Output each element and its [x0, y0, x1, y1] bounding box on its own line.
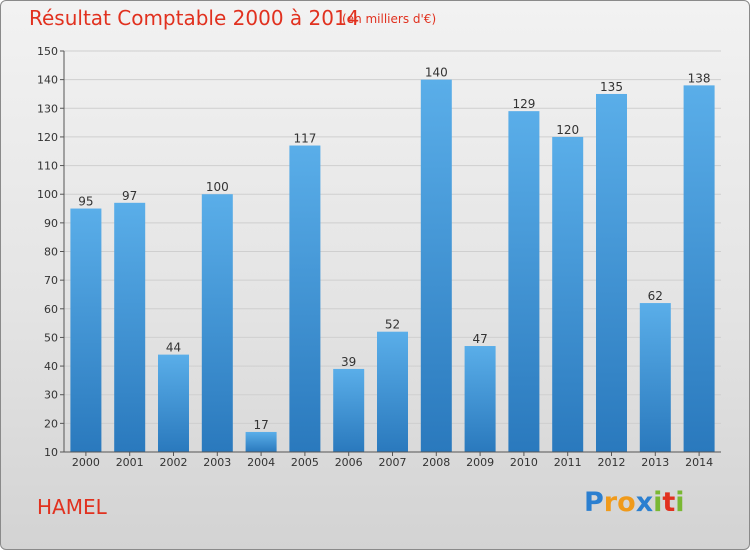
x-tick-label: 2000 — [72, 456, 100, 469]
x-tick-label: 2005 — [291, 456, 319, 469]
bar — [114, 202, 146, 452]
y-tick-label: 80 — [44, 246, 58, 259]
data-label: 52 — [385, 318, 400, 332]
data-label: 44 — [166, 341, 181, 355]
data-label: 140 — [425, 66, 448, 80]
x-tick-label: 2012 — [598, 456, 626, 469]
data-label: 62 — [648, 289, 663, 303]
y-tick-label: 90 — [44, 217, 58, 230]
data-label: 100 — [206, 180, 229, 194]
bar — [158, 354, 189, 452]
x-tick-label: 2014 — [685, 456, 713, 469]
data-label: 129 — [512, 97, 535, 111]
x-tick-label: 2013 — [641, 456, 669, 469]
y-tick-label: 40 — [44, 360, 58, 373]
x-tick-label: 2002 — [160, 456, 188, 469]
x-tick-label: 2009 — [466, 456, 494, 469]
y-tick-label: 130 — [37, 102, 58, 115]
logo-letter: t — [662, 487, 676, 518]
data-label: 135 — [600, 80, 623, 94]
data-label: 17 — [253, 418, 268, 432]
bar — [552, 136, 584, 452]
bar — [508, 111, 540, 453]
x-tick-label: 2001 — [116, 456, 144, 469]
data-label: 39 — [341, 355, 356, 369]
x-tick-label: 2006 — [335, 456, 363, 469]
y-tick-label: 150 — [37, 45, 58, 58]
y-tick-label: 10 — [44, 446, 58, 459]
bar — [420, 79, 452, 453]
logo-letter: i — [675, 487, 685, 518]
bar — [333, 368, 365, 452]
x-tick-label: 2011 — [554, 456, 582, 469]
chart-subtitle: (en milliers d'€) — [342, 12, 437, 26]
y-tick-label: 60 — [44, 303, 58, 316]
logo-letter: i — [653, 487, 663, 518]
bar — [70, 208, 102, 452]
x-tick-label: 2003 — [203, 456, 231, 469]
data-label: 47 — [472, 332, 487, 346]
x-tick-label: 2004 — [247, 456, 275, 469]
logo-letter: P — [584, 487, 604, 518]
y-tick-label: 50 — [44, 331, 58, 344]
logo-letter: r — [603, 487, 618, 518]
y-tick-label: 120 — [37, 131, 58, 144]
y-tick-label: 20 — [44, 417, 58, 430]
x-tick-label: 2007 — [379, 456, 407, 469]
bar — [596, 93, 627, 452]
data-label: 95 — [78, 195, 93, 209]
bar — [245, 431, 277, 452]
y-tick-label: 140 — [37, 74, 58, 87]
chart-title: Résultat Comptable 2000 à 2014 — [29, 6, 360, 30]
y-tick-label: 100 — [37, 188, 58, 201]
proxiti-logo[interactable]: Proxiti — [584, 487, 685, 518]
data-label: 120 — [556, 123, 579, 137]
bar — [464, 346, 496, 452]
data-label: 97 — [122, 189, 137, 203]
y-tick-label: 30 — [44, 389, 58, 402]
logo-letter: o — [617, 487, 636, 518]
y-tick-label: 70 — [44, 274, 58, 287]
bar — [683, 85, 715, 452]
bar — [201, 194, 233, 452]
x-tick-label: 2008 — [422, 456, 450, 469]
x-tick-label: 2010 — [510, 456, 538, 469]
bar — [639, 303, 671, 452]
y-tick-label: 110 — [37, 160, 58, 173]
data-label: 138 — [688, 71, 711, 85]
bar — [377, 331, 408, 452]
bar — [289, 145, 321, 452]
logo-letter: x — [635, 487, 654, 518]
commune-name: HAMEL — [37, 495, 107, 519]
data-label: 117 — [293, 132, 316, 146]
